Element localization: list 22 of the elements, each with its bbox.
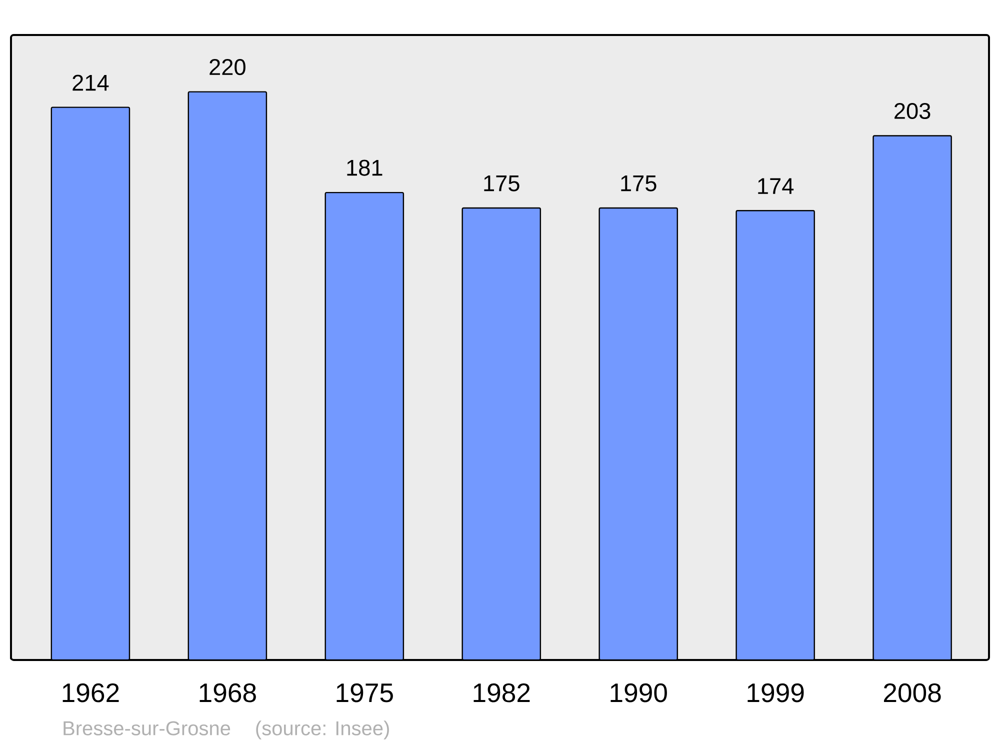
x-tick-label: 1975 xyxy=(336,683,393,702)
bar xyxy=(598,207,678,660)
bar xyxy=(736,210,815,660)
text: Bresse-sur-Grosne (source: Insee) xyxy=(64,720,389,740)
x-tick-label: 1982 xyxy=(474,683,530,702)
x-tick-label: 1999 xyxy=(748,683,804,702)
x-tick-label: 1962 xyxy=(62,683,119,702)
bar xyxy=(50,106,130,660)
bar xyxy=(462,207,542,660)
x-tick-label: 2008 xyxy=(884,683,941,702)
data-label: 181 xyxy=(347,160,382,176)
data-label: 203 xyxy=(894,102,930,120)
bar xyxy=(188,91,268,660)
bar xyxy=(872,135,952,660)
data-label: 175 xyxy=(621,176,656,192)
bar xyxy=(324,192,404,660)
x-tick-label: 1990 xyxy=(610,683,667,702)
data-label: 175 xyxy=(484,176,520,192)
data-label: 214 xyxy=(72,74,109,91)
x-tick-label: 1968 xyxy=(200,683,256,702)
data-label: 220 xyxy=(210,59,246,76)
data-label: 174 xyxy=(758,178,794,194)
